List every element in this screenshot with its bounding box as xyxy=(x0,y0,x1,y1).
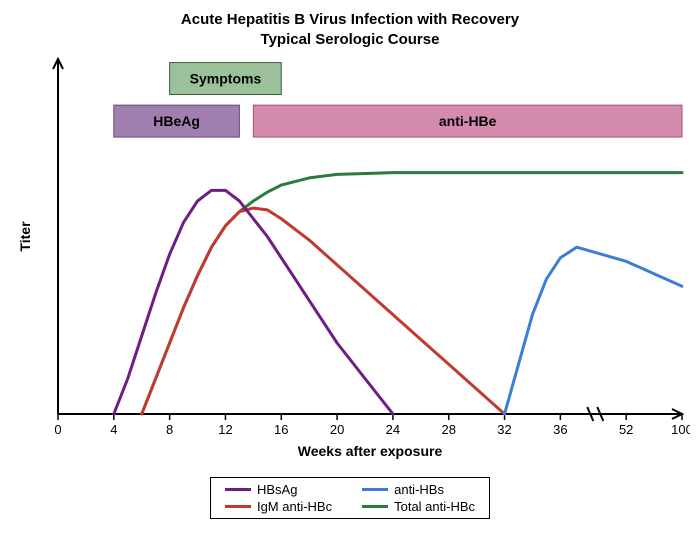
x-axis-label: Weeks after exposure xyxy=(298,443,443,459)
x-tick-label: 36 xyxy=(553,422,567,437)
legend: HBsAg IgM anti-HBc anti-HBs Total anti-HBc xyxy=(210,477,490,519)
title-line2: Typical Serologic Course xyxy=(261,31,440,48)
legend-item-antihbs: anti-HBs xyxy=(362,482,475,497)
legend-swatch xyxy=(225,488,251,491)
bar-label-hbeag: HBeAg xyxy=(153,113,200,129)
x-tick-label: 24 xyxy=(386,422,400,437)
title-line1: Acute Hepatitis B Virus Infection with R… xyxy=(181,11,519,28)
y-axis-label: Titer xyxy=(17,221,33,252)
legend-item-hbsag: HBsAg xyxy=(225,482,332,497)
legend-item-igm: IgM anti-HBc xyxy=(225,499,332,514)
bar-label-antihbe: anti-HBe xyxy=(439,113,497,129)
legend-swatch xyxy=(362,488,388,491)
x-tick-label: 0 xyxy=(54,422,61,437)
x-tick-label: 52 xyxy=(619,422,633,437)
legend-label: anti-HBs xyxy=(394,482,444,497)
x-tick-label: 4 xyxy=(110,422,117,437)
bar-label-symptoms: Symptoms xyxy=(190,71,262,87)
x-tick-label: 32 xyxy=(497,422,511,437)
legend-swatch xyxy=(225,505,251,508)
legend-col-1: HBsAg IgM anti-HBc xyxy=(225,482,332,514)
legend-swatch xyxy=(362,505,388,508)
legend-item-total: Total anti-HBc xyxy=(362,499,475,514)
legend-label: HBsAg xyxy=(257,482,297,497)
x-tick-label: 100 xyxy=(671,422,690,437)
x-tick-label: 16 xyxy=(274,422,288,437)
series-antihbs xyxy=(505,247,682,414)
legend-label: IgM anti-HBc xyxy=(257,499,332,514)
serology-chart: 0 4 8 12 16 20 24 28 32 36 52 100 Weeks after exposu… xyxy=(10,49,690,469)
x-tick-label: 12 xyxy=(218,422,232,437)
series-total xyxy=(142,173,682,414)
x-tick-label: 20 xyxy=(330,422,344,437)
legend-col-2: anti-HBs Total anti-HBc xyxy=(362,482,475,514)
x-tick-label: 8 xyxy=(166,422,173,437)
chart-title: Acute Hepatitis B Virus Infection with R… xyxy=(10,10,690,49)
x-tick-label: 28 xyxy=(441,422,455,437)
chart-container: Acute Hepatitis B Virus Infection with R… xyxy=(10,10,690,519)
legend-label: Total anti-HBc xyxy=(394,499,475,514)
series-igm xyxy=(142,208,505,414)
